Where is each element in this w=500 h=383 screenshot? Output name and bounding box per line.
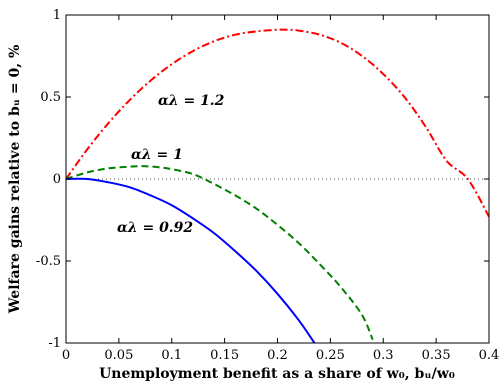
y-tick-label: -0.5 bbox=[36, 254, 61, 269]
y-tick-label: 0 bbox=[53, 172, 61, 187]
x-tick-label: 0.25 bbox=[316, 348, 345, 363]
series-label-alpha-lambda-1: αλ = 1 bbox=[131, 147, 183, 163]
y-axis-ticks: -1 -0.5 0 0.5 1 bbox=[36, 8, 489, 351]
x-tick-label: 0 bbox=[62, 348, 70, 363]
x-tick-label: 0.15 bbox=[210, 348, 239, 363]
x-axis-title: Unemployment benefit as a share of w₀, b… bbox=[99, 366, 455, 382]
series-line-0 bbox=[66, 28, 489, 218]
y-tick-label: 1 bbox=[53, 8, 61, 23]
x-tick-label: 0.2 bbox=[267, 348, 288, 363]
x-tick-label: 0.3 bbox=[373, 348, 394, 363]
x-axis-ticks: 0 0.05 0.1 0.15 0.2 0.25 0.3 0.35 0.4 bbox=[62, 15, 499, 363]
y-axis-title: Welfare gains relative to bᵤ = 0, % bbox=[7, 45, 23, 315]
series-line-2 bbox=[66, 177, 316, 343]
x-tick-label: 0.05 bbox=[104, 348, 133, 363]
y-tick-label: 0.5 bbox=[40, 90, 61, 105]
series-label-alpha-lambda-1.2: αλ = 1.2 bbox=[158, 93, 225, 109]
series-layer bbox=[66, 28, 489, 343]
series-label-alpha-lambda-0.92: αλ = 0.92 bbox=[117, 220, 193, 236]
x-tick-label: 0.4 bbox=[479, 348, 500, 363]
y-tick-label: -1 bbox=[48, 336, 61, 351]
series-line-1 bbox=[66, 165, 374, 341]
x-tick-label: 0.35 bbox=[422, 348, 451, 363]
x-tick-label: 0.1 bbox=[161, 348, 182, 363]
